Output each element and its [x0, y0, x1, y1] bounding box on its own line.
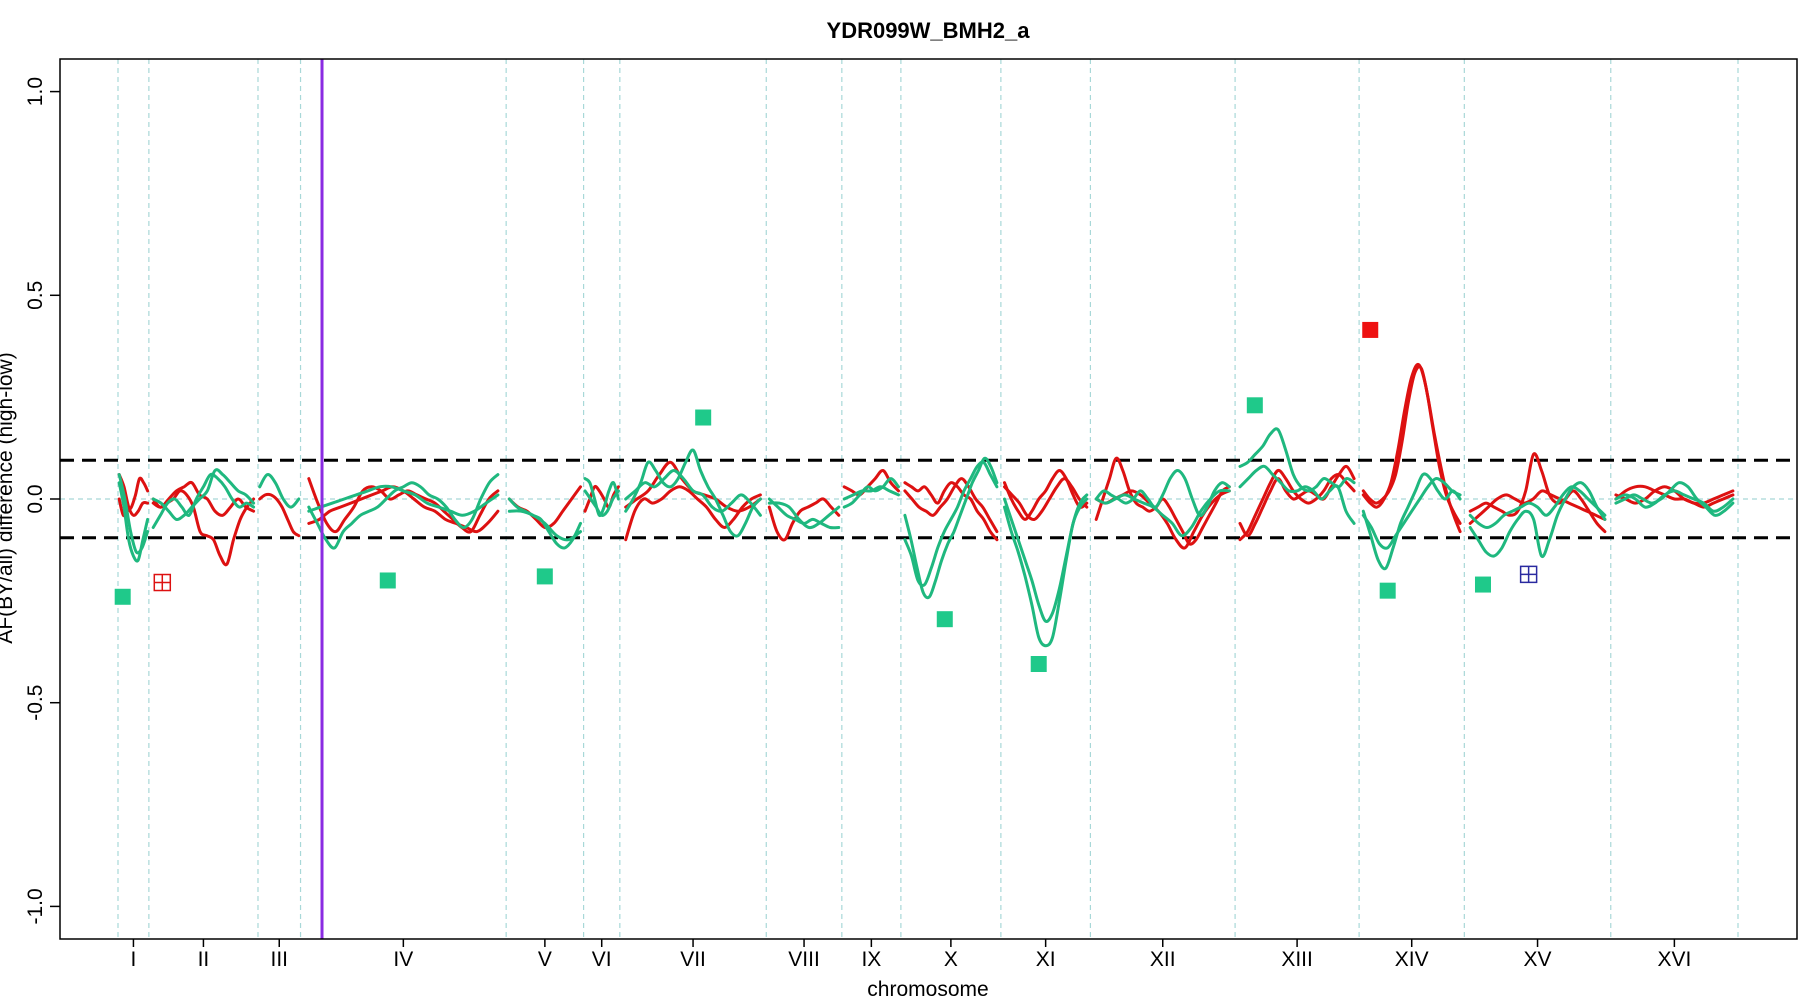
green-series-line	[1614, 489, 1735, 513]
x-tick-label: XIV	[1395, 948, 1429, 971]
x-tick-label: I	[131, 948, 137, 971]
red-series-line	[117, 476, 150, 518]
green-series-line	[583, 489, 620, 517]
red-series-line	[903, 477, 999, 534]
green-series-line	[1003, 497, 1089, 648]
green-series-line	[767, 501, 841, 530]
x-tick-label: XIII	[1281, 948, 1313, 971]
peak-marker	[695, 409, 712, 426]
green-series-line	[117, 473, 150, 555]
green-series-line	[842, 477, 900, 509]
red-series-line	[842, 468, 900, 497]
y-axis-label: AF(BY/all) difference (high-low)	[0, 352, 17, 643]
x-tick-label: X	[944, 948, 958, 971]
peak-marker	[1379, 582, 1396, 599]
green-series-line	[1094, 488, 1231, 538]
grid-layer	[60, 59, 1797, 939]
green-series-line	[151, 468, 256, 521]
x-tick-label: IX	[861, 948, 881, 971]
green-series-line	[1468, 481, 1607, 559]
red-series-line	[258, 492, 301, 538]
peak-marker	[1030, 656, 1047, 672]
series-layer	[117, 362, 1735, 648]
red-series-line	[117, 473, 150, 517]
x-tick-label: II	[198, 948, 210, 971]
x-tick-label: III	[271, 948, 289, 971]
red-series-line	[1361, 362, 1462, 525]
x-tick-label: XV	[1524, 948, 1552, 971]
red-series-line	[1468, 489, 1607, 525]
red-series-line	[1094, 456, 1231, 546]
green-series-line	[903, 460, 999, 587]
threshold-layer	[60, 458, 1797, 540]
peak-marker	[1474, 576, 1491, 593]
green-series-line	[307, 484, 500, 517]
red-series-line	[1238, 464, 1356, 538]
green-series-line	[117, 481, 150, 563]
x-tick-label: V	[538, 948, 552, 971]
y-tick-label: 0.0	[24, 484, 47, 513]
green-series-line	[307, 473, 500, 550]
y-tick-label: -0.5	[24, 685, 47, 721]
green-series-line	[151, 472, 256, 529]
red-series-line	[1238, 468, 1356, 542]
y-axis: -1.0 -0.5 0.0 0.5 1.0	[24, 77, 60, 924]
x-tick-label: IV	[393, 948, 413, 971]
green-series-line	[624, 469, 762, 517]
red-series-line	[1003, 477, 1089, 521]
x-tick-label: XII	[1150, 948, 1176, 971]
x-axis-label: chromosome	[867, 978, 988, 1000]
red-series-line	[1003, 469, 1089, 521]
green-series-line	[1238, 464, 1356, 525]
peak-marker	[379, 572, 396, 589]
green-series-line	[1468, 485, 1607, 529]
marker-layer	[114, 321, 1538, 672]
green-series-line	[258, 473, 301, 509]
x-tick-label: VI	[592, 948, 612, 971]
green-series-line	[1361, 472, 1462, 571]
peak-marker	[936, 611, 953, 628]
y-tick-label: -1.0	[24, 888, 47, 924]
green-series-line	[624, 448, 762, 538]
x-axis: I II III IV V VI VII VIII IX X XI XII XIII XIV XV XVI	[131, 939, 1691, 971]
green-series-line	[1614, 481, 1735, 517]
x-tick-label: VII	[680, 948, 706, 971]
green-series-line	[507, 509, 582, 542]
peak-marker	[1246, 397, 1263, 414]
x-tick-label: XI	[1036, 948, 1056, 971]
peak-marker	[114, 588, 131, 605]
y-tick-label: 0.5	[24, 281, 47, 310]
y-tick-label: 1.0	[24, 77, 47, 106]
red-series-line	[624, 485, 762, 542]
red-series-line	[1614, 484, 1735, 506]
green-series-line	[842, 485, 900, 501]
peak-marker-crossed	[1519, 565, 1538, 584]
red-series-line	[1468, 452, 1607, 534]
red-series-line	[767, 497, 841, 542]
chart-title: YDR099W_BMH2_a	[827, 18, 1031, 43]
green-series-line	[1361, 477, 1462, 550]
x-tick-label: VIII	[788, 948, 820, 971]
peak-marker-crossed	[153, 573, 172, 592]
peak-marker	[536, 568, 553, 585]
green-series-line	[583, 477, 620, 518]
peak-marker	[1362, 321, 1379, 338]
x-tick-label: XVI	[1657, 948, 1691, 971]
red-series-line	[903, 481, 999, 542]
